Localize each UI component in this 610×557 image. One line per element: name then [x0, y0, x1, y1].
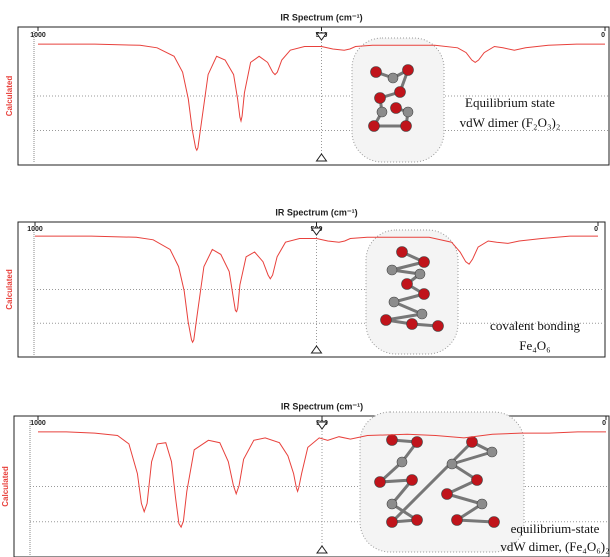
chart-title: IR Spectrum (cm⁻¹): [275, 207, 357, 217]
atom: [477, 499, 487, 509]
atom: [412, 437, 423, 448]
atom: [447, 459, 457, 469]
chart-title: IR Spectrum (cm⁻¹): [281, 401, 363, 411]
atom: [407, 475, 418, 486]
annotation: equilibrium-state: [511, 521, 600, 536]
atom: [415, 269, 425, 279]
x-tick-label: 1000: [30, 32, 46, 39]
electron-surface: [366, 230, 458, 354]
spectrum-panel: IR Spectrum (cm⁻¹)Calculated10005000equi…: [1, 401, 610, 557]
atom: [387, 265, 397, 275]
atom: [401, 121, 412, 132]
atom: [489, 517, 500, 528]
atom: [387, 517, 398, 528]
atom: [375, 93, 386, 104]
screenshot: IR Spectrum (cm⁻¹)Calculated10005000Equi…: [0, 0, 610, 557]
annotation: covalent bonding: [490, 318, 580, 333]
atom: [452, 515, 463, 526]
atom: [472, 475, 483, 486]
atom: [395, 87, 406, 98]
chart-title: IR Spectrum (cm⁻¹): [280, 12, 362, 22]
spectrum-panel: IR Spectrum (cm⁻¹)Calculated10005000Equi…: [5, 12, 609, 165]
atom: [417, 309, 427, 319]
atom: [403, 107, 413, 117]
atom: [389, 297, 399, 307]
atom: [387, 435, 398, 446]
atom: [419, 257, 430, 268]
atom: [371, 67, 382, 78]
y-axis-label: Calculated: [5, 269, 14, 310]
y-axis-label: Calculated: [5, 76, 14, 117]
atom: [442, 489, 453, 500]
annotation: Equilibrium state: [465, 95, 555, 110]
atom: [407, 319, 418, 330]
atom: [388, 73, 398, 83]
atom: [412, 515, 423, 526]
atom: [381, 315, 392, 326]
atom: [397, 457, 407, 467]
annotation: vdW dimer, (Fe₄O₆)₂: [500, 539, 609, 554]
atom: [419, 289, 430, 300]
atom: [403, 65, 414, 76]
annotation: Fe₄O₆: [519, 338, 550, 353]
atom: [402, 279, 413, 290]
atom: [487, 447, 497, 457]
atom: [397, 247, 408, 258]
atom: [433, 321, 444, 332]
atom: [467, 437, 478, 448]
x-tick-label: 0: [601, 32, 605, 39]
atom: [377, 107, 387, 117]
atom: [387, 499, 397, 509]
annotation: vdW dimer (F₂O₃)₂: [460, 115, 561, 130]
electron-surface: [352, 38, 444, 162]
page: {"chart_data": [ {"type": "line", "title…: [0, 0, 610, 557]
atom: [369, 121, 380, 132]
x-tick-label: 0: [594, 226, 598, 233]
atom: [375, 477, 386, 488]
atom: [391, 103, 402, 114]
x-tick-label: 1000: [30, 420, 46, 427]
x-tick-label: 0: [602, 420, 606, 427]
spectrum-panel: IR Spectrum (cm⁻¹)Calculated10005000cova…: [5, 207, 605, 357]
x-tick-label: 1000: [27, 226, 43, 233]
y-axis-label: Calculated: [1, 466, 10, 507]
